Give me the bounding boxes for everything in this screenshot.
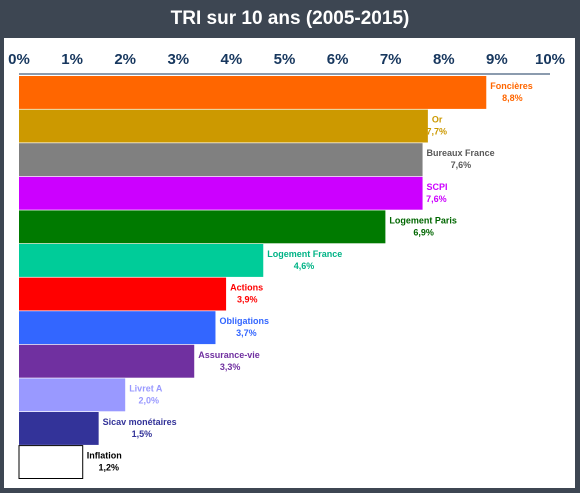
- x-tick-label: 10%: [535, 51, 565, 68]
- x-tick-label: 6%: [327, 51, 349, 68]
- bar-value-label: 1,2%: [99, 463, 120, 473]
- bar: [19, 76, 487, 109]
- x-tick-label: 3%: [167, 51, 189, 68]
- x-tick-label: 2%: [114, 51, 136, 68]
- bar-category-label: Actions: [230, 283, 263, 293]
- bar-value-label: 7,7%: [427, 127, 448, 137]
- bar-category-label: Or: [432, 115, 443, 125]
- chart-title: TRI sur 10 ans (2005-2015): [170, 8, 410, 29]
- x-tick-label: 9%: [486, 51, 508, 68]
- bar-value-label: 3,9%: [237, 295, 258, 305]
- bar: [19, 143, 423, 177]
- bar-value-label: 4,6%: [294, 261, 315, 271]
- bar-category-label: Foncières: [490, 81, 533, 91]
- bar: [19, 244, 264, 277]
- bar-value-label: 6,9%: [413, 227, 434, 237]
- bar-category-label: Inflation: [87, 451, 122, 461]
- bar: [19, 176, 423, 210]
- bar-value-label: 3,7%: [236, 328, 257, 338]
- x-tick-label: 7%: [380, 51, 402, 68]
- bar-value-label: 2,0%: [139, 395, 160, 405]
- bar-value-label: 3,3%: [220, 362, 241, 372]
- bar: [19, 344, 195, 378]
- bar-value-label: 1,5%: [132, 429, 153, 439]
- bar-category-label: Sicav monétaires: [103, 417, 177, 427]
- bar-value-label: 7,6%: [426, 194, 447, 204]
- bar: [19, 109, 428, 143]
- x-tick-label: 0%: [8, 51, 30, 68]
- x-tick-label: 5%: [274, 51, 296, 68]
- plot-panel: 0% 1% 2% 3% 4% 5% 6% 7% 8% 9% 10% Foncières 8,8% Or 7,…: [4, 38, 575, 488]
- x-tick-label: 1%: [61, 51, 83, 68]
- bar-category-label: Bureaux France: [427, 148, 495, 158]
- bar: [19, 277, 227, 311]
- bar: [19, 210, 386, 244]
- bar-category-label: SCPI: [427, 182, 448, 192]
- bar-category-label: Obligations: [219, 316, 269, 326]
- bar-category-label: Logement Paris: [389, 215, 457, 225]
- bar-category-label: Logement France: [267, 249, 342, 259]
- x-tick-label: 8%: [433, 51, 455, 68]
- bar-category-label: Assurance-vie: [198, 350, 260, 360]
- bar-value-label: 7,6%: [451, 160, 472, 170]
- bar-chart: 0% 1% 2% 3% 4% 5% 6% 7% 8% 9% 10% Foncières 8,8% Or 7,…: [8, 51, 565, 480]
- bar-value-label: 8,8%: [502, 93, 523, 103]
- bar: [19, 412, 99, 445]
- bar: [19, 378, 126, 412]
- bar: [18, 445, 84, 480]
- bar: [19, 311, 216, 345]
- x-tick-label: 4%: [221, 51, 243, 68]
- bar-category-label: Livret A: [129, 383, 163, 393]
